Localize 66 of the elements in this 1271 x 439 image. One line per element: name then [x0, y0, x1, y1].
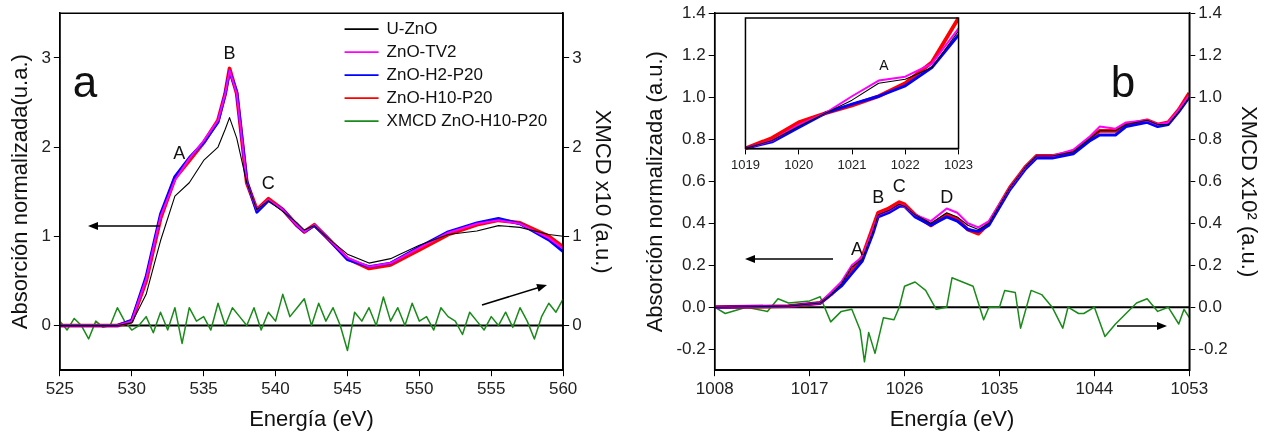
- y-tick-label: 2: [41, 136, 51, 156]
- y-tick-label: 1: [41, 226, 51, 246]
- y2-tick-label: 1.4: [1198, 2, 1222, 22]
- x-tick-label: 540: [261, 379, 290, 399]
- y2-axis-title: XMCD x10 (a.u.): [590, 109, 616, 274]
- annotation: A: [879, 57, 890, 74]
- y-tick-label: 1.2: [682, 44, 706, 64]
- annotation: C: [892, 176, 906, 197]
- y-tick-label: 3: [41, 47, 51, 67]
- annotation: A: [173, 143, 186, 164]
- annotation: a: [72, 56, 98, 106]
- y2-tick-label: 0.6: [1198, 170, 1222, 190]
- annotation: D: [940, 186, 954, 207]
- x-tick-label: 1020: [784, 156, 814, 172]
- annotation: B: [872, 186, 885, 207]
- y2-tick-label: 1.0: [1198, 86, 1222, 106]
- y-axis-title: Absorción normalizada(u.a.): [7, 54, 33, 330]
- x-tick-label: 560: [548, 379, 578, 399]
- x-tick-label: 535: [189, 379, 218, 399]
- x-tick-label: 550: [405, 379, 434, 399]
- x-tick-label: 1021: [837, 156, 867, 172]
- x-tick-label: 1035: [980, 379, 1019, 399]
- x-tick-label: 1023: [944, 156, 973, 172]
- y-tick-label: -0.2: [676, 338, 706, 358]
- x-tick-label: 545: [333, 379, 362, 399]
- y-tick-label: 1.0: [682, 86, 706, 106]
- legend-label: U-ZnO: [386, 18, 438, 38]
- y2-tick-label: 0: [572, 315, 582, 335]
- legend-label: XMCD ZnO-H10-P20: [386, 110, 548, 130]
- y-tick-label: 1.4: [682, 2, 706, 22]
- x-tick-label: 555: [477, 379, 506, 399]
- y2-tick-label: 1: [572, 226, 582, 246]
- annotation: C: [261, 172, 275, 193]
- y2-tick-label: -0.2: [1198, 338, 1228, 358]
- x-tick-label: 525: [45, 379, 75, 399]
- y2-tick-label: 3: [572, 47, 582, 67]
- y2-tick-label: 0.4: [1198, 212, 1222, 232]
- x-tick-label: 1022: [890, 156, 920, 172]
- y2-tick-label: 2: [572, 136, 582, 156]
- y-axis-title: Absorción normalizada (a.u.): [642, 51, 668, 333]
- x-tick-label: 1044: [1075, 379, 1114, 399]
- y-tick-label: 0.2: [682, 254, 706, 274]
- y2-axis-title: XMCD x10² (a.u.): [1236, 106, 1262, 278]
- y-tick-label: 0.8: [682, 128, 706, 148]
- y2-tick-label: 0.0: [1198, 296, 1222, 316]
- y-tick-label: 0.0: [682, 296, 706, 316]
- x-axis-title: Energía (eV): [249, 405, 374, 431]
- annotation: A: [851, 239, 864, 260]
- y-tick-label: 0.6: [682, 170, 706, 190]
- x-tick-label: 1017: [790, 379, 829, 399]
- x-tick-label: 530: [117, 379, 146, 399]
- y2-tick-label: 1.2: [1198, 44, 1222, 64]
- y-tick-label: 0.4: [682, 212, 706, 232]
- y-tick-label: 0: [41, 315, 51, 335]
- legend-label: ZnO-TV2: [386, 41, 457, 61]
- x-tick-label: 1008: [695, 379, 734, 399]
- legend-label: ZnO-H10-P20: [386, 87, 493, 107]
- y2-tick-label: 0.2: [1198, 254, 1222, 274]
- annotation: b: [1110, 56, 1136, 106]
- legend-label: ZnO-H2-P20: [386, 64, 483, 84]
- y2-tick-label: 0.8: [1198, 128, 1222, 148]
- x-tick-label: 1026: [885, 379, 924, 399]
- x-tick-label: 1019: [731, 156, 760, 172]
- x-axis-title: Energía (eV): [889, 405, 1015, 431]
- annotation: B: [223, 42, 236, 63]
- x-tick-label: 1053: [1170, 379, 1209, 399]
